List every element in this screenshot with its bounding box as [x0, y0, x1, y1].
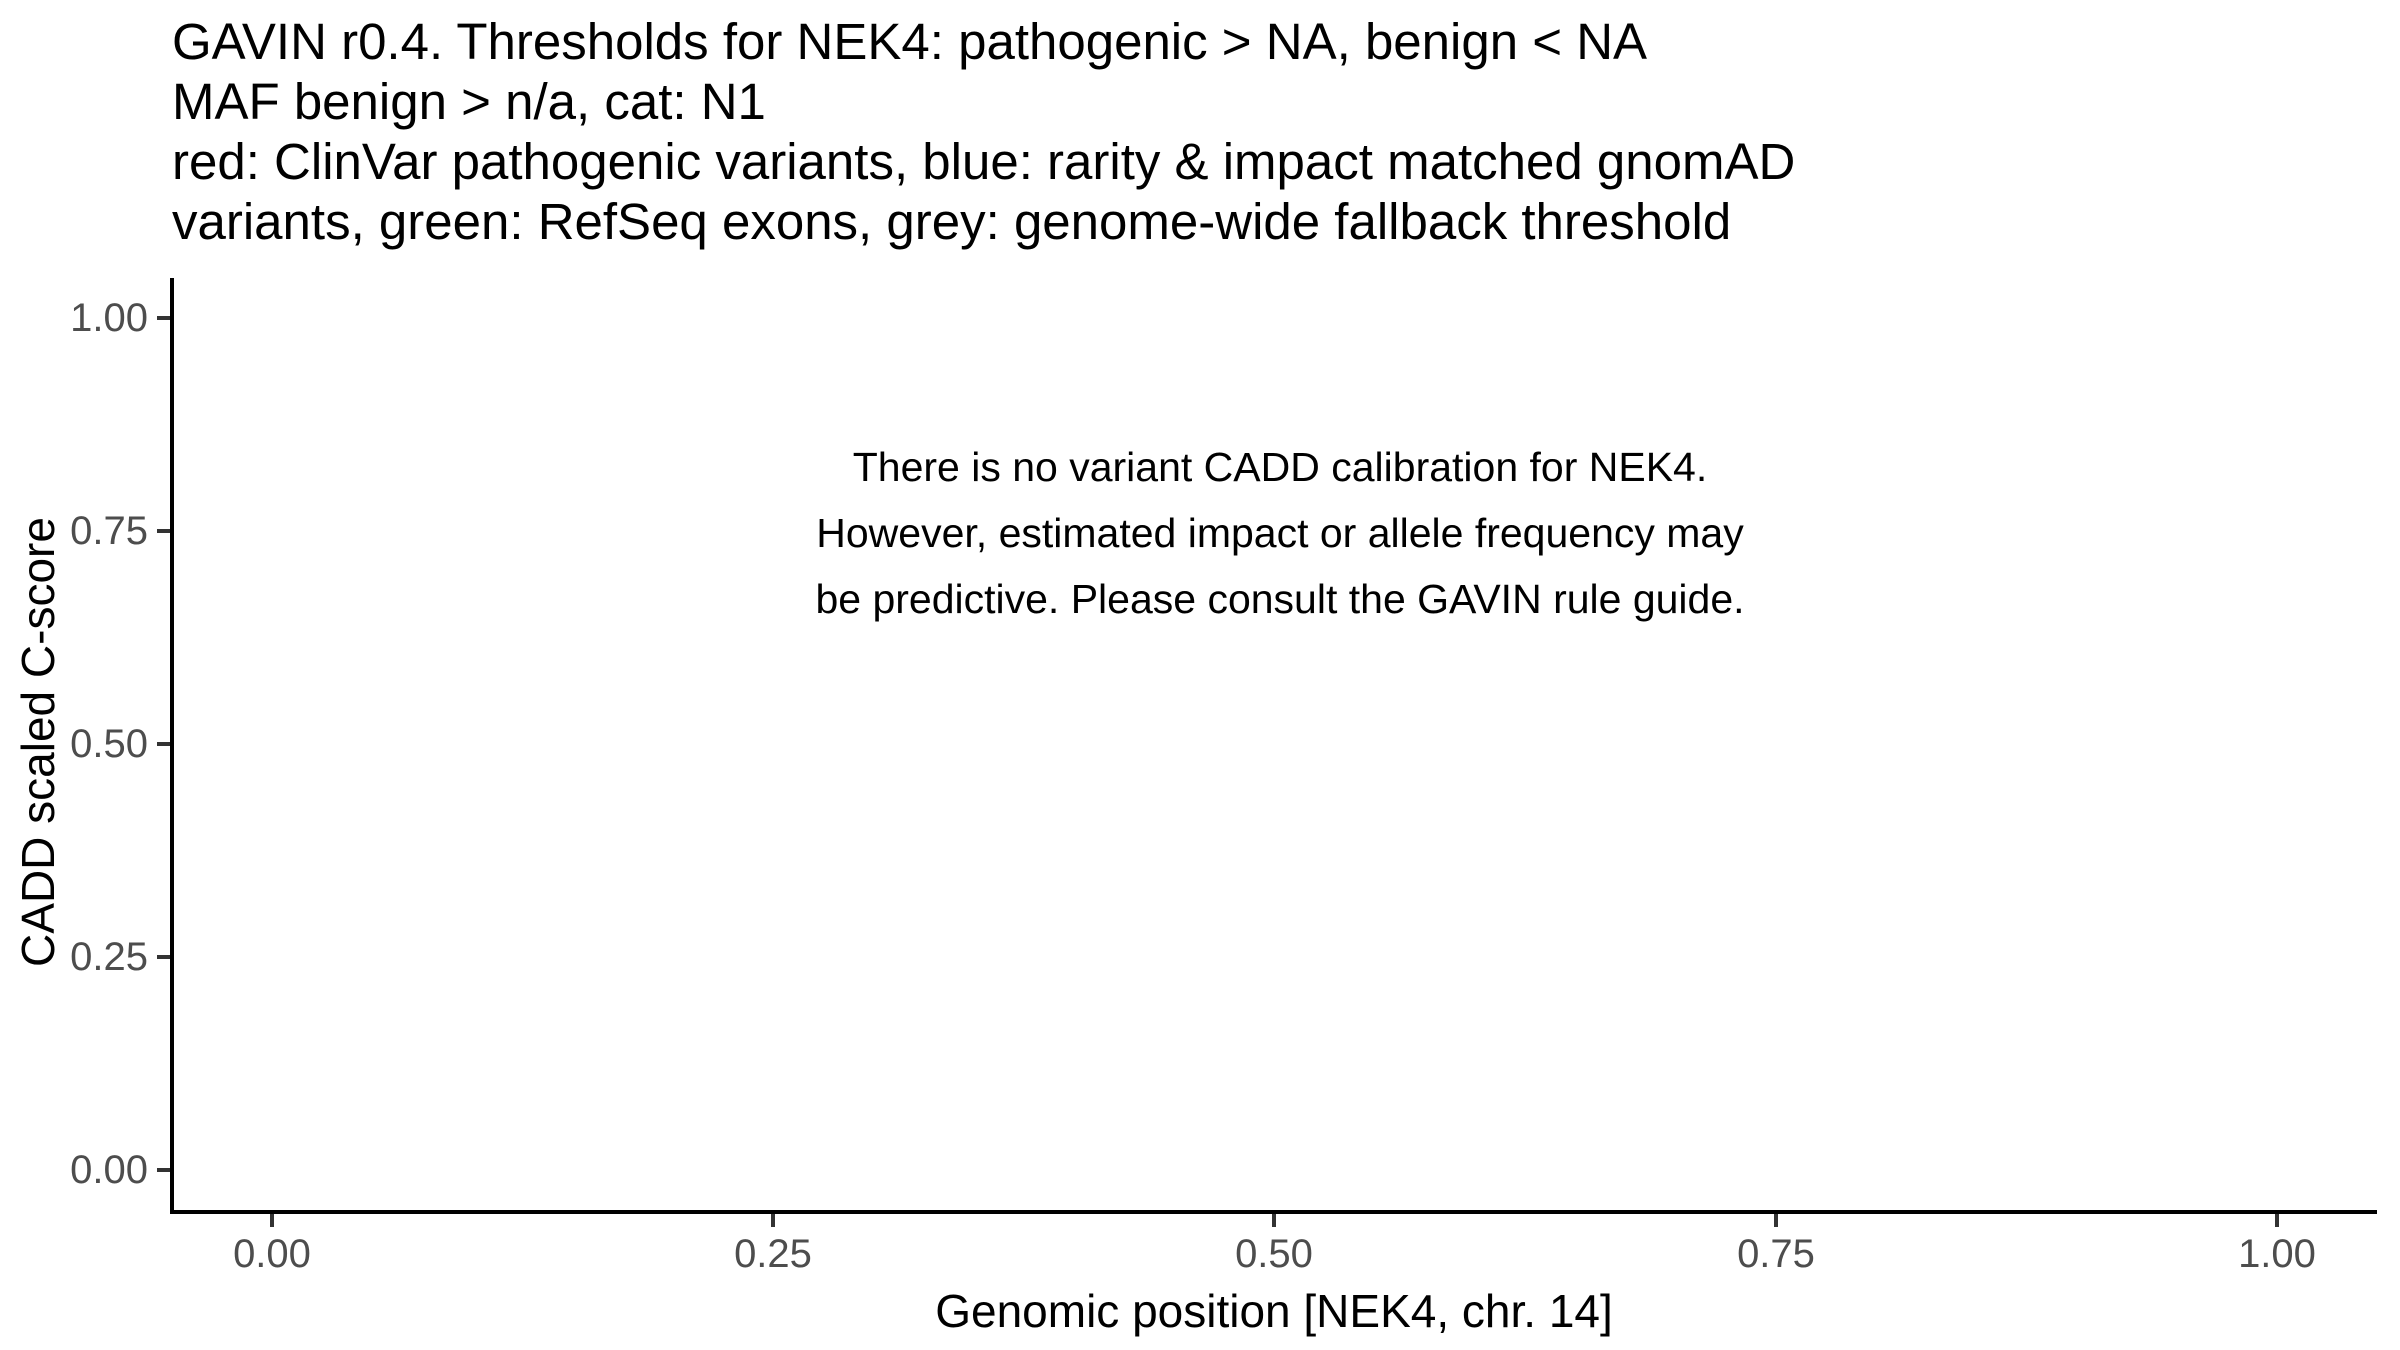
plot-title-line-2: MAF benign > n/a, cat: N1: [172, 73, 766, 130]
plot-title: GAVIN r0.4. Thresholds for NEK4: pathoge…: [172, 12, 1795, 252]
x-tick-mark: [1272, 1214, 1276, 1227]
x-tick-label: 0.75: [1737, 1232, 1815, 1276]
no-calibration-message: There is no variant CADD calibration for…: [780, 434, 1780, 632]
message-line-2: However, estimated impact or allele freq…: [816, 510, 1744, 556]
y-tick-label: 0.50: [70, 722, 148, 766]
plot-title-line-4: variants, green: RefSeq exons, grey: gen…: [172, 193, 1732, 250]
y-tick-mark: [157, 742, 170, 746]
x-tick-mark: [2275, 1214, 2279, 1227]
plot-title-line-1: GAVIN r0.4. Thresholds for NEK4: pathoge…: [172, 13, 1648, 70]
y-tick-label: 0.25: [70, 935, 148, 979]
message-line-1: There is no variant CADD calibration for…: [852, 444, 1708, 490]
y-tick-mark: [157, 529, 170, 533]
y-tick-mark: [157, 955, 170, 959]
plot-panel: [170, 278, 2377, 1214]
x-axis-title: Genomic position [NEK4, chr. 14]: [935, 1285, 1613, 1337]
x-tick-label: 1.00: [2238, 1232, 2316, 1276]
y-tick-label: 0.75: [70, 509, 148, 553]
y-tick-label: 1.00: [70, 296, 148, 340]
x-tick-mark: [1774, 1214, 1778, 1227]
y-tick-label: 0.00: [70, 1148, 148, 1192]
y-tick-mark: [157, 316, 170, 320]
x-tick-label: 0.00: [233, 1232, 311, 1276]
x-tick-label: 0.50: [1235, 1232, 1313, 1276]
plot-title-line-3: red: ClinVar pathogenic variants, blue: …: [172, 133, 1796, 190]
y-tick-mark: [157, 1168, 170, 1172]
x-tick-mark: [270, 1214, 274, 1227]
message-line-3: be predictive. Please consult the GAVIN …: [815, 576, 1745, 622]
y-axis-title: CADD scaled C-score: [12, 517, 64, 967]
x-tick-label: 0.25: [734, 1232, 812, 1276]
x-tick-mark: [771, 1214, 775, 1227]
